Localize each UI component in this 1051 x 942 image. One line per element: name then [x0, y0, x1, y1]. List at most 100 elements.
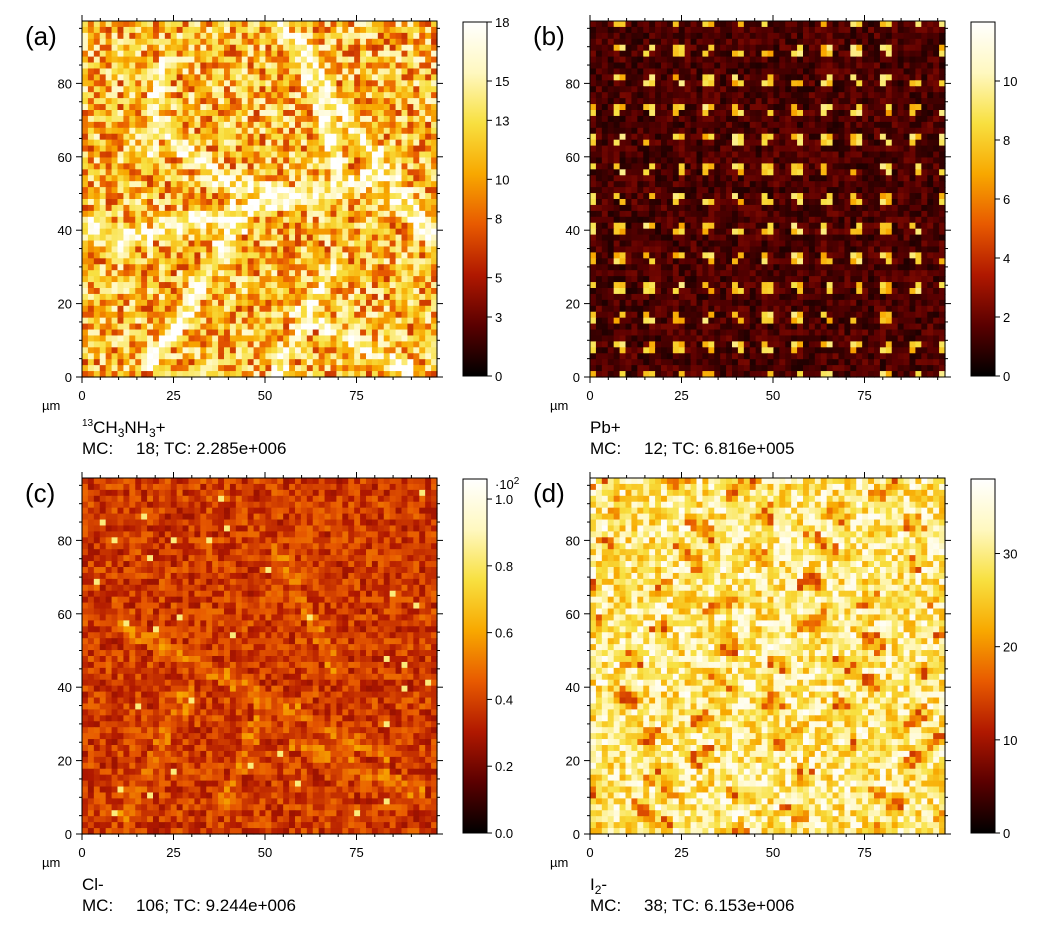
heatmap-cell: [265, 163, 272, 170]
heatmap-cell: [389, 92, 397, 99]
heatmap-cell: [324, 104, 332, 111]
heatmap-cell: [395, 157, 403, 164]
heatmap-cell: [366, 234, 373, 242]
heatmap-cell: [306, 329, 314, 337]
heatmap-cell: [170, 347, 178, 354]
heatmap-cell: [383, 86, 391, 93]
heatmap-cell: [330, 222, 338, 230]
heatmap-cell: [277, 151, 284, 159]
heatmap-cell: [336, 115, 343, 123]
heatmap-cell: [182, 21, 190, 28]
heatmap-cell: [413, 246, 420, 253]
heatmap-cell: [425, 104, 432, 111]
heatmap-cell: [832, 44, 840, 52]
heatmap-cell: [289, 270, 296, 277]
heatmap-cell: [590, 68, 597, 75]
heatmap-cell: [755, 38, 763, 46]
heatmap-cell: [696, 80, 704, 87]
heatmap-cell: [419, 335, 426, 342]
heatmap-cell: [129, 92, 136, 99]
heatmap-cell: [874, 68, 881, 75]
heatmap-cell: [844, 104, 851, 111]
heatmap-cell: [170, 246, 178, 253]
heatmap-cell: [726, 115, 733, 123]
heatmap-cell: [170, 133, 178, 141]
heatmap-cell: [153, 145, 160, 153]
heatmap-cell: [401, 50, 409, 58]
heatmap-cell: [590, 121, 597, 129]
heatmap-cell: [590, 38, 597, 46]
heatmap-cell: [826, 32, 834, 40]
heatmap-cell: [153, 347, 160, 354]
heatmap-cell: [93, 323, 101, 331]
heatmap-cell: [277, 299, 284, 307]
heatmap-cell: [921, 32, 928, 40]
heatmap-cell: [135, 264, 142, 271]
heatmap-cell: [200, 92, 207, 99]
heatmap-cell: [265, 92, 272, 99]
heatmap-cell: [153, 371, 160, 378]
heatmap-cell: [188, 163, 196, 170]
heatmap-cell: [891, 110, 899, 117]
heatmap-cell: [366, 115, 373, 123]
heatmap-cell: [933, 56, 940, 64]
heatmap-cell: [271, 151, 278, 159]
heatmap-cell: [330, 56, 338, 64]
heatmap-cell: [111, 199, 119, 206]
heatmap-cell: [371, 199, 379, 206]
heatmap-cell: [773, 115, 780, 123]
heatmap-cell: [324, 175, 332, 182]
heatmap-cell: [295, 175, 302, 182]
heatmap-cell: [737, 26, 745, 34]
heatmap-cell: [182, 204, 190, 212]
heatmap-cell: [289, 151, 296, 159]
heatmap-cell: [224, 246, 231, 253]
heatmap-cell: [684, 62, 692, 70]
heatmap-cell: [182, 311, 190, 319]
heatmap-cell: [814, 50, 822, 58]
heatmap-cell: [135, 365, 142, 372]
heatmap-cell: [111, 335, 119, 342]
heatmap-cell: [129, 115, 136, 123]
heatmap-cell: [99, 216, 107, 224]
heatmap-cell: [389, 210, 397, 218]
heatmap-cell: [814, 74, 822, 81]
heatmap-cell: [354, 92, 361, 99]
heatmap-cell: [413, 21, 420, 28]
heatmap-cell: [93, 293, 101, 301]
heatmap-cell: [927, 44, 934, 52]
heatmap-cell: [371, 169, 379, 176]
heatmap-cell: [891, 44, 899, 52]
heatmap-cell: [607, 121, 615, 129]
heatmap-cell: [389, 264, 397, 271]
heatmap-cell: [253, 329, 261, 337]
heatmap-cell: [289, 50, 296, 58]
heatmap-cell: [277, 50, 284, 58]
heatmap-cell: [141, 151, 148, 159]
heatmap-cell: [135, 193, 142, 200]
heatmap-cell: [200, 187, 207, 194]
panel-letter: (a): [25, 21, 57, 51]
heatmap-cell: [87, 264, 95, 271]
heatmap-cell: [879, 32, 887, 40]
heatmap-cell: [720, 50, 727, 58]
heatmap-cell: [93, 104, 101, 111]
heatmap-cell: [306, 181, 314, 188]
heatmap-cell: [93, 216, 101, 224]
heatmap-cell: [259, 98, 267, 105]
heatmap-cell: [360, 341, 367, 348]
heatmap-cell: [123, 365, 130, 372]
heatmap-cell: [714, 50, 721, 58]
heatmap-cell: [684, 110, 692, 117]
heatmap-cell: [153, 359, 160, 366]
heatmap-cell: [224, 359, 231, 366]
heatmap-cell: [921, 127, 928, 135]
heatmap-cell: [300, 21, 308, 28]
heatmap-cell: [637, 104, 644, 111]
heatmap-cell: [897, 56, 905, 64]
heatmap-cell: [425, 127, 432, 135]
heatmap-cell: [803, 121, 810, 129]
heatmap-cell: [684, 115, 692, 123]
heatmap-cell: [808, 38, 816, 46]
heatmap-cell: [643, 133, 650, 141]
